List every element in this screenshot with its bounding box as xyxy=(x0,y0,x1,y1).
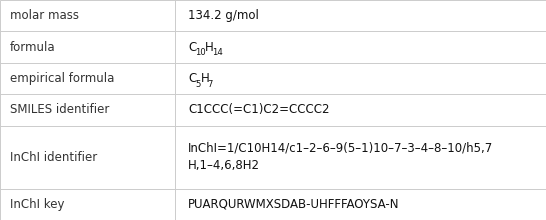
Text: C: C xyxy=(188,41,197,54)
Text: SMILES identifier: SMILES identifier xyxy=(10,103,109,117)
Text: InChI=1/C10H14/c1–2–6–9(5–1)10–7–3–4–8–10/h5,7: InChI=1/C10H14/c1–2–6–9(5–1)10–7–3–4–8–1… xyxy=(188,142,494,155)
Text: 5: 5 xyxy=(195,80,201,89)
Text: empirical formula: empirical formula xyxy=(10,72,114,85)
Text: 134.2 g/mol: 134.2 g/mol xyxy=(188,9,259,22)
Text: C: C xyxy=(188,72,197,85)
Text: molar mass: molar mass xyxy=(10,9,79,22)
Text: InChI key: InChI key xyxy=(10,198,64,211)
Text: formula: formula xyxy=(10,41,56,54)
Text: 14: 14 xyxy=(212,48,223,57)
Text: H,1–4,6,8H2: H,1–4,6,8H2 xyxy=(188,160,260,172)
Text: 7: 7 xyxy=(207,80,213,89)
Text: H: H xyxy=(205,41,214,54)
Text: InChI identifier: InChI identifier xyxy=(10,151,97,164)
Text: C1CCC(=C1)C2=CCCC2: C1CCC(=C1)C2=CCCC2 xyxy=(188,103,330,117)
Text: 10: 10 xyxy=(195,48,206,57)
Text: H: H xyxy=(200,72,209,85)
Text: PUARQURWMXSDAB-UHFFFAOYSA-N: PUARQURWMXSDAB-UHFFFAOYSA-N xyxy=(188,198,400,211)
